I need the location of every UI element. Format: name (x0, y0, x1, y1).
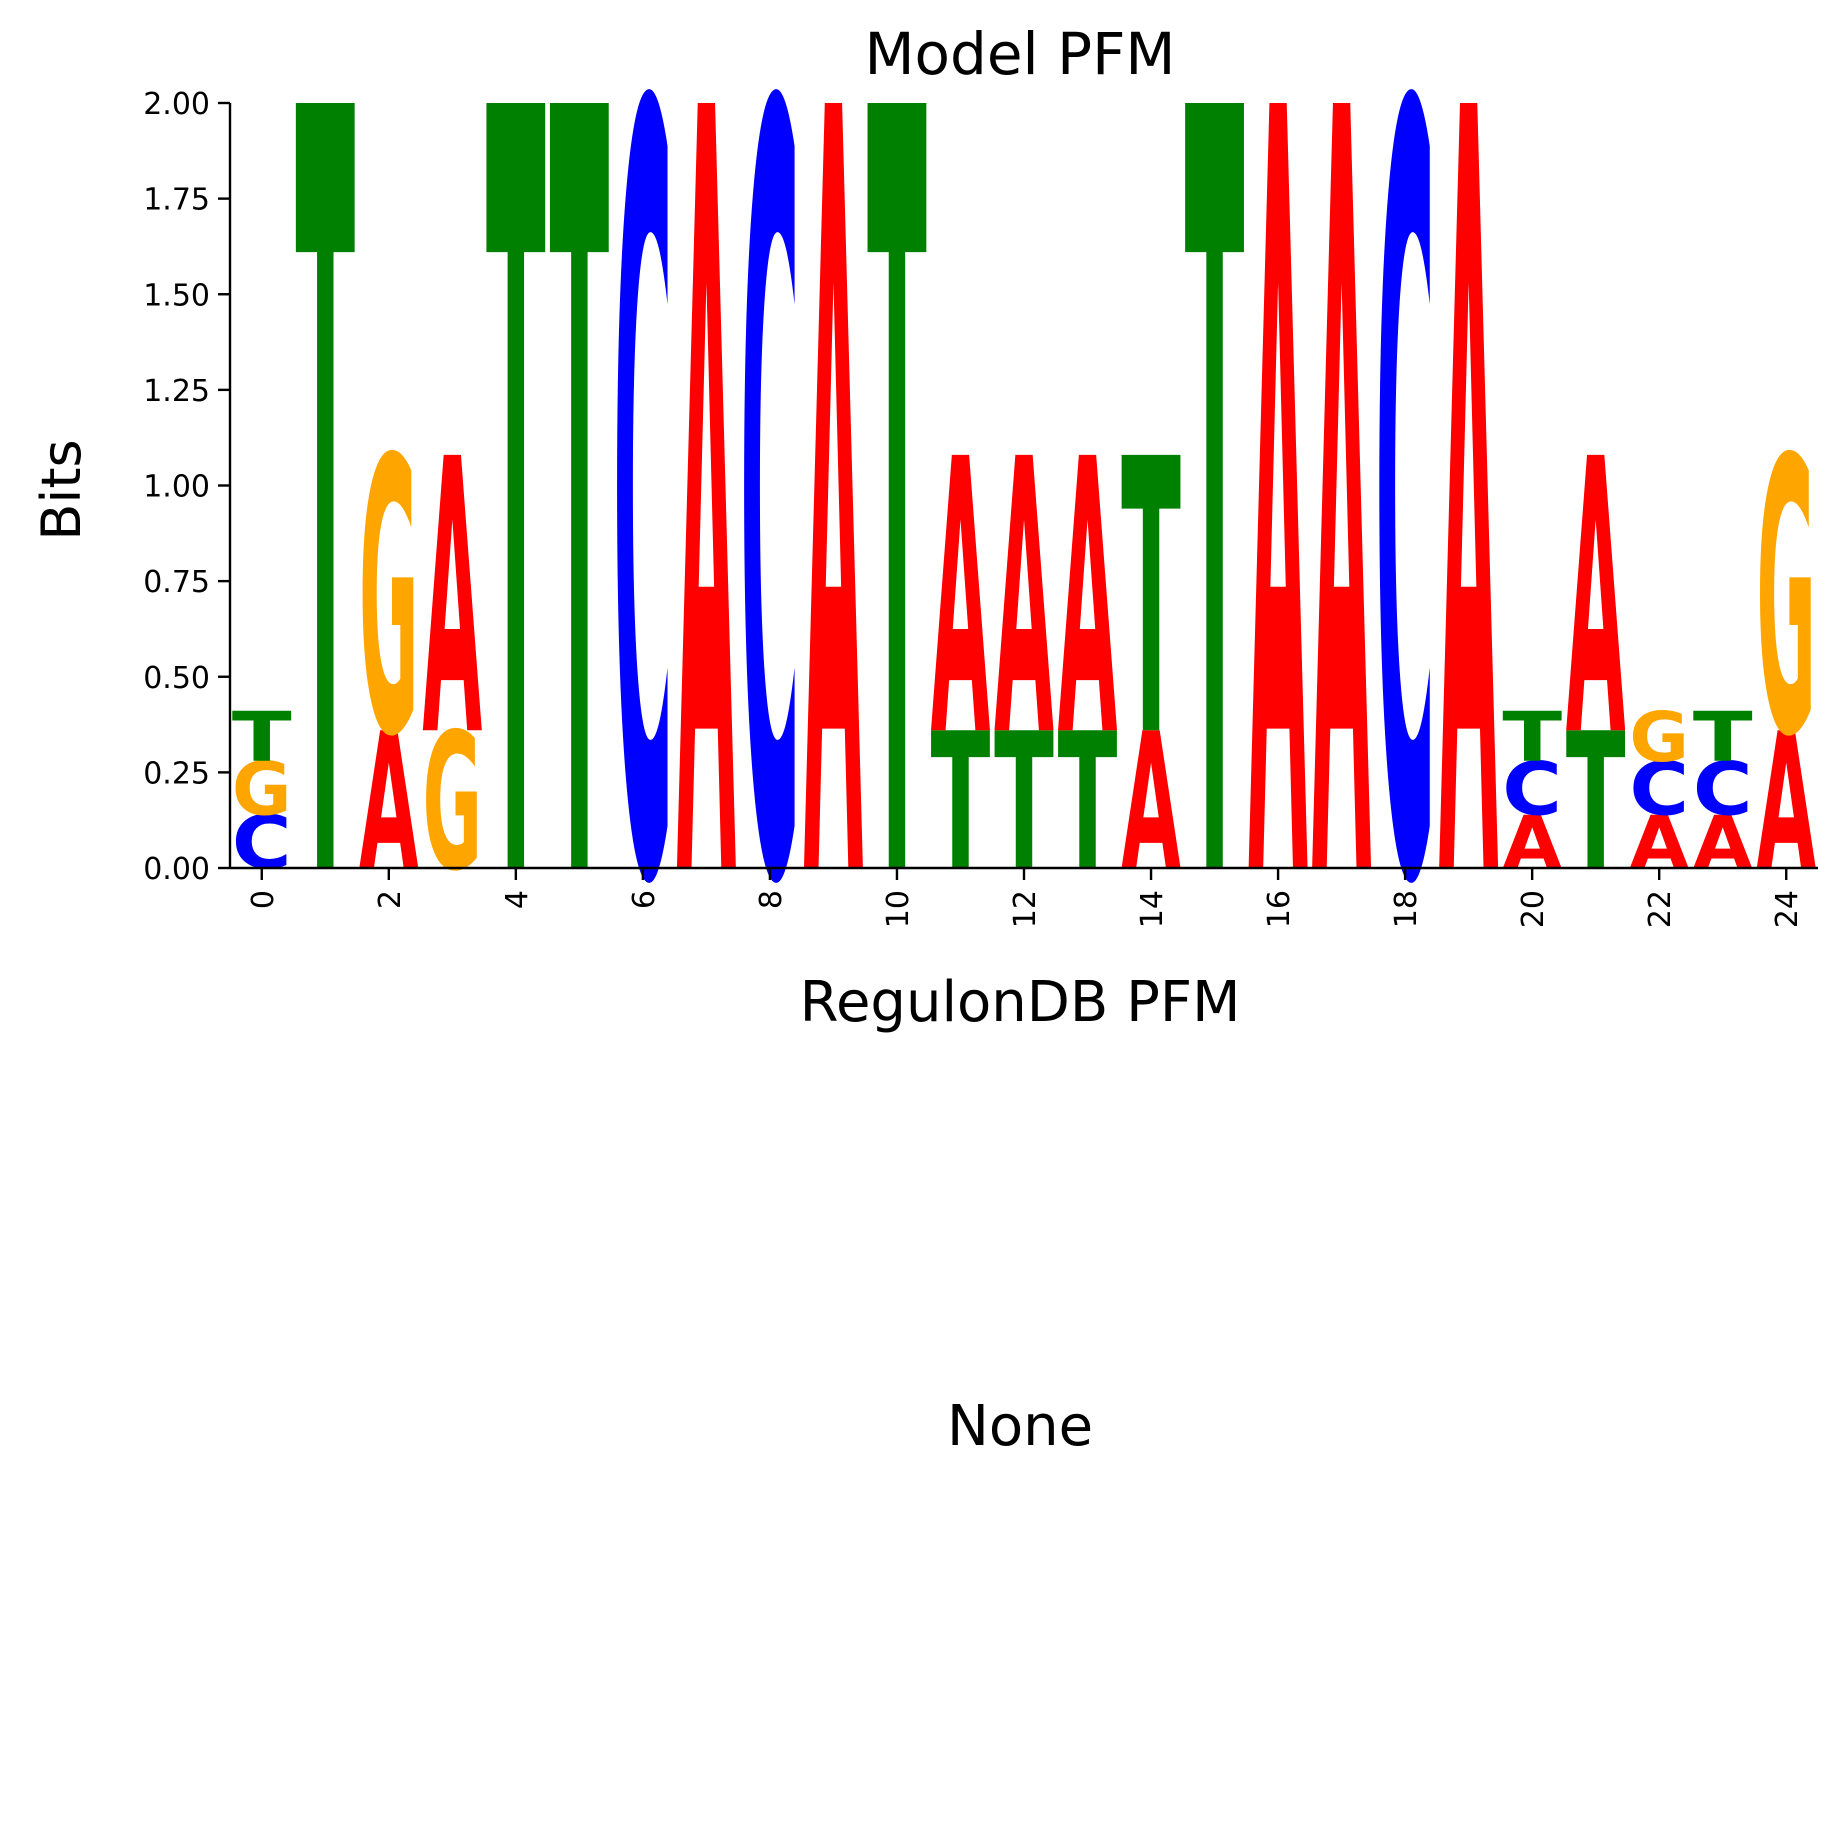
logo-letter-t-pos-10: T (867, 0, 927, 1116)
logo-letter-t-pos-13: T (1058, 692, 1118, 913)
x-tick-label: 22 (1643, 890, 1678, 928)
x-tick-label: 20 (1516, 890, 1551, 928)
logo-letter-g-pos-22: G (1629, 698, 1689, 777)
logo-letter-t-pos-4: T (486, 0, 546, 1116)
x-tick-label: 0 (246, 890, 281, 909)
logo-letter-a-pos-3: A (422, 381, 482, 820)
logo-letter-a-pos-16: A (1248, 0, 1308, 1116)
x-axis-label: RegulonDB PFM (800, 970, 1241, 1035)
lower-panel-label: None (947, 1394, 1093, 1459)
logo-letter-a-pos-11: A (931, 381, 991, 820)
y-tick-label: 0.75 (143, 565, 210, 600)
logo-letter-t-pos-11: T (931, 692, 991, 913)
logo-letter-t-pos-5: T (550, 0, 610, 1116)
logo-letter-g-pos-3: G (422, 692, 482, 912)
logo-letter-a-pos-17: A (1312, 0, 1372, 1116)
y-tick-label: 0.00 (143, 852, 210, 887)
logo-letter-t-pos-21: T (1566, 692, 1626, 913)
logo-letter-c-pos-23: C (1693, 747, 1753, 832)
logo-letter-a-pos-7: A (677, 0, 737, 1116)
x-tick-label: 8 (754, 890, 789, 909)
logo-letter-a-pos-13: A (1058, 381, 1118, 820)
y-tick-label: 2.00 (143, 87, 210, 122)
logo-letter-c-pos-8: C (740, 0, 800, 1116)
logo-letter-g-pos-2: G (359, 380, 419, 820)
x-tick-label: 14 (1135, 890, 1170, 928)
logo-letter-a-pos-21: A (1566, 381, 1626, 820)
y-tick-label: 1.25 (143, 374, 210, 409)
x-tick-label: 24 (1770, 890, 1805, 928)
x-axis: 0 2 4 6 8 10 12 14 16 18 20 22 24 (230, 866, 1818, 928)
logo-letter-t-pos-14: T (1121, 379, 1181, 820)
logo-letter-a-pos-23: A (1693, 800, 1753, 886)
logo-letter-t-pos-20: T (1502, 697, 1562, 777)
x-tick-label: 4 (500, 890, 535, 909)
logo-letter-a-pos-12: A (994, 381, 1054, 820)
logo-letter-t-pos-1: T (295, 0, 355, 1116)
logo-letter-c-pos-6: C (613, 0, 673, 1116)
x-tick-label: 12 (1008, 890, 1043, 928)
logo-letter-c-pos-20: C (1502, 747, 1562, 832)
x-tick-label: 10 (881, 890, 916, 928)
x-tick-label: 18 (1389, 890, 1424, 928)
y-axis-label: Bits (30, 439, 93, 540)
logo-letter-t-pos-15: T (1185, 0, 1245, 1116)
y-tick-label: 1.00 (143, 470, 210, 505)
y-axis: 0.00 0.25 0.50 0.75 1.00 1.25 1.50 1.75 2.00 (143, 87, 232, 887)
y-tick-label: 0.50 (143, 661, 210, 696)
logo-letter-t-pos-23: T (1693, 697, 1753, 777)
x-tick-label: 6 (627, 890, 662, 909)
x-tick-label: 2 (373, 890, 408, 909)
logo-letter-g-pos-0: G (232, 747, 292, 832)
y-tick-label: 0.25 (143, 756, 210, 791)
logo-letter-t-pos-0: T (232, 697, 292, 777)
logo-letter-a-pos-9: A (804, 0, 864, 1116)
y-tick-label: 1.75 (143, 183, 210, 218)
logo-letter-g-pos-24: G (1756, 380, 1816, 820)
y-tick-label: 1.50 (143, 278, 210, 313)
x-tick-label: 16 (1262, 890, 1297, 928)
logo-letter-c-pos-22: C (1629, 747, 1689, 832)
logo-letter-a-pos-19: A (1439, 0, 1499, 1116)
logo-letter-c-pos-18: C (1375, 0, 1435, 1116)
chart-title: Model PFM (865, 20, 1176, 88)
